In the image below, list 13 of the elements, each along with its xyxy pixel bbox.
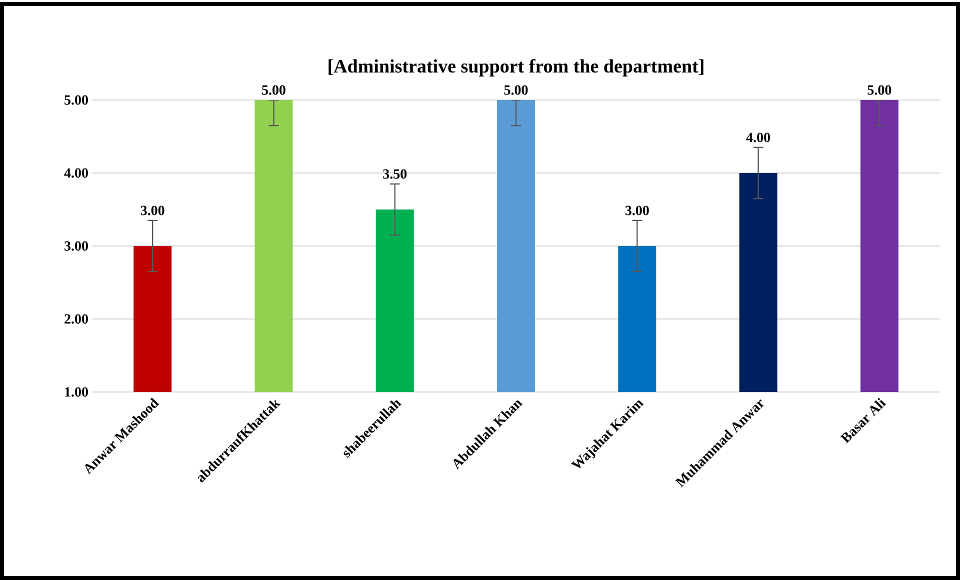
y-tick-label: 2.00	[64, 314, 88, 324]
data-label: 3.50	[383, 169, 407, 179]
data-label: 5.00	[504, 85, 528, 95]
data-label: 4.00	[746, 132, 770, 142]
data-label: 5.00	[262, 85, 286, 95]
y-tick-label: 4.00	[64, 168, 88, 178]
data-label: 5.00	[868, 85, 892, 95]
data-label: 3.00	[625, 206, 649, 216]
data-label: 3.00	[140, 206, 164, 216]
y-tick-label: 1.00	[65, 387, 88, 397]
y-tick-label: 3.00	[64, 241, 88, 251]
chart-title: [Administrative support from the department]	[328, 59, 704, 77]
y-tick-label: 5.00	[64, 95, 88, 105]
